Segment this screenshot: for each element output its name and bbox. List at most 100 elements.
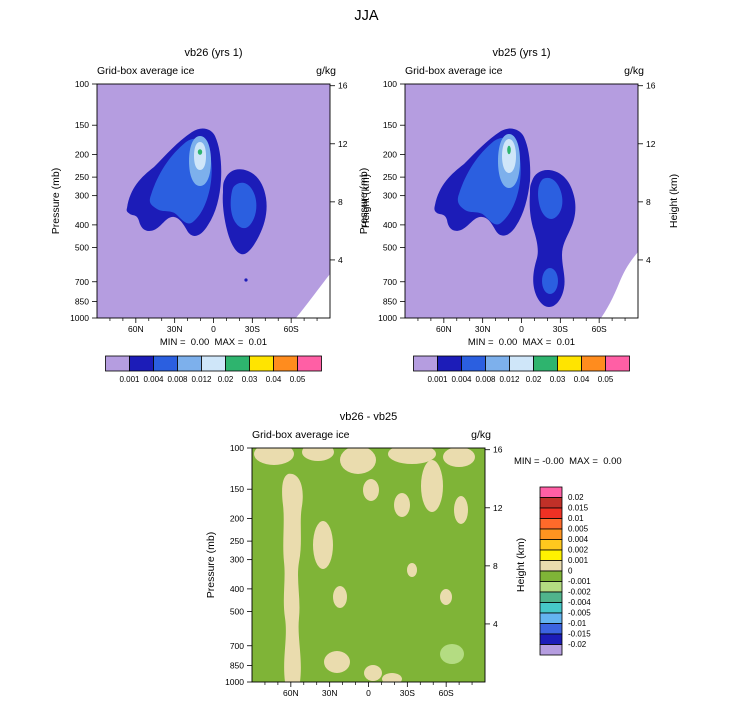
contour-pos-anom-60s-upper [454,496,468,524]
colorbar-label: -0.015 [568,630,591,639]
colorbar-cell [297,355,322,372]
pressure-tick-label: 500 [75,243,89,253]
colorbar-cell [485,355,510,372]
panel-title: vb26 - vb25 [340,411,397,423]
colorbar-label: 0.015 [568,504,589,513]
contour-field-vb25 [405,84,638,318]
pressure-tick-label: 250 [383,172,397,182]
contour-pos-anom-30n-low [324,651,350,673]
contour-south-lower-ice-0.004 [542,268,558,294]
pressure-tick-label: 850 [383,296,397,306]
colorbar-label: 0.004 [451,375,472,384]
panel-vb26: 100 150 200 250 300 400 500 700 850 1000 Pressure … [50,47,372,384]
pressure-tick-label: 200 [75,149,89,159]
lat-tick-label: 0 [211,324,216,334]
pressure-axis-title: Pressure (mb) [358,168,370,235]
lat-tick-label: 30N [322,688,338,698]
colorbar-cell [539,560,563,572]
colorbar-cell [509,355,534,372]
colorbar-label: 0.008 [167,375,188,384]
lat-tick-label: 60N [283,688,299,698]
colorbar-cell [539,497,563,509]
colorbar-label: -0.004 [568,598,591,607]
colorbar-label: -0.001 [568,577,591,586]
height-tick-label: 16 [493,445,503,455]
colorbar-label: 0.03 [550,375,566,384]
contour-north-core-ice-0.012 [502,139,516,173]
contour-pos-anom-60n-column [282,473,303,682]
height-tick-label: 4 [646,255,651,265]
colorbar-cell [539,644,563,656]
height-tick-label: 12 [338,139,348,149]
colorbar-cell [129,355,154,372]
lat-tick-label: 30S [245,324,260,334]
pressure-tick-label: 100 [230,443,244,453]
pressure-tick-label: 100 [383,79,397,89]
contour-pos-anom-30n-mid [333,586,347,608]
colorbar-cell [539,549,563,561]
plot-vb25: 100 150 200 250 300 400 500 700 850 1000 Pressure … [358,47,680,384]
lat-tick-label: 60S [592,324,607,334]
units-label: g/kg [471,429,491,441]
contour-pos-anom-eq-upper [363,479,379,501]
colorbar-cell [539,486,563,498]
colorbar-cell [105,355,130,372]
pressure-tick-label: 850 [75,296,89,306]
height-tick-label: 8 [646,197,651,207]
plot-diff: 1001502002503004005007008501000Pressure … [205,411,622,698]
colorbar-cell [225,355,250,372]
lat-tick-label: 30N [167,324,183,334]
pressure-tick-label: 850 [230,660,244,670]
pressure-tick-label: 150 [75,120,89,130]
colorbar-label: 0.005 [568,525,589,534]
pressure-tick-label: 250 [75,172,89,182]
lat-tick-label: 0 [366,688,371,698]
colorbar-cell [249,355,274,372]
field-label: Grid-box average ice [97,65,195,77]
pressure-tick-label: 250 [230,536,244,546]
pressure-tick-label: 400 [383,220,397,230]
pressure-tick-label: 1000 [70,313,89,323]
colorbar-cell [539,591,563,603]
contour-pos-anom-top-5 [443,448,475,467]
colorbar-cell [201,355,226,372]
colorbar-cell [539,539,563,551]
colorbar-label: -0.01 [568,619,587,628]
pressure-tick-label: 700 [75,277,89,287]
contour-antarctic-terrain-mask [601,252,638,318]
stats-minmax: MIN = 0.00 MAX = 0.01 [160,337,267,348]
panel-diff-vb26-minus-vb25: 1001502002503004005007008501000Pressure … [205,411,622,698]
contour-antarctic-terrain-mask [296,274,330,318]
colorbar-label: -0.005 [568,609,591,618]
contour-pos-anom-eq-low [364,665,382,681]
height-tick-label: 8 [493,561,498,571]
pressure-tick-label: 300 [230,555,244,565]
height-tick-label: 16 [646,81,656,91]
contour-south-upper-ice-0.004 [538,177,563,219]
height-tick-label: 8 [338,197,343,207]
lat-tick-label: 60N [128,324,144,334]
pressure-tick-label: 700 [383,277,397,287]
contour-pos-anom-20s-mid [407,563,417,577]
colorbar-cell [413,355,438,372]
colorbar-label: 0.04 [574,375,590,384]
colorbar-cell [539,602,563,614]
colorbar-cell [539,570,563,582]
colorbar-label: 0.008 [475,375,496,384]
colorbar-cell [539,623,563,635]
colorbar-label: 0 [568,567,573,576]
pressure-tick-label: 400 [75,220,89,230]
pressure-axis-title: Pressure (mb) [205,532,217,599]
panel-vb25: 100 150 200 250 300 400 500 700 850 1000 Pressure … [358,47,680,384]
pressure-tick-label: 100 [75,79,89,89]
pressure-tick-label: 200 [383,149,397,159]
colorbar-cell [177,355,202,372]
colorbar-label: 0.03 [242,375,258,384]
lat-tick-label: 60S [439,688,454,698]
pressure-tick-label: 1000 [378,313,397,323]
contour-pos-anom-top-4 [388,448,436,464]
colorbar-cell [539,507,563,519]
height-axis-title: Height (km) [360,174,372,228]
colorbar-cell [273,355,298,372]
